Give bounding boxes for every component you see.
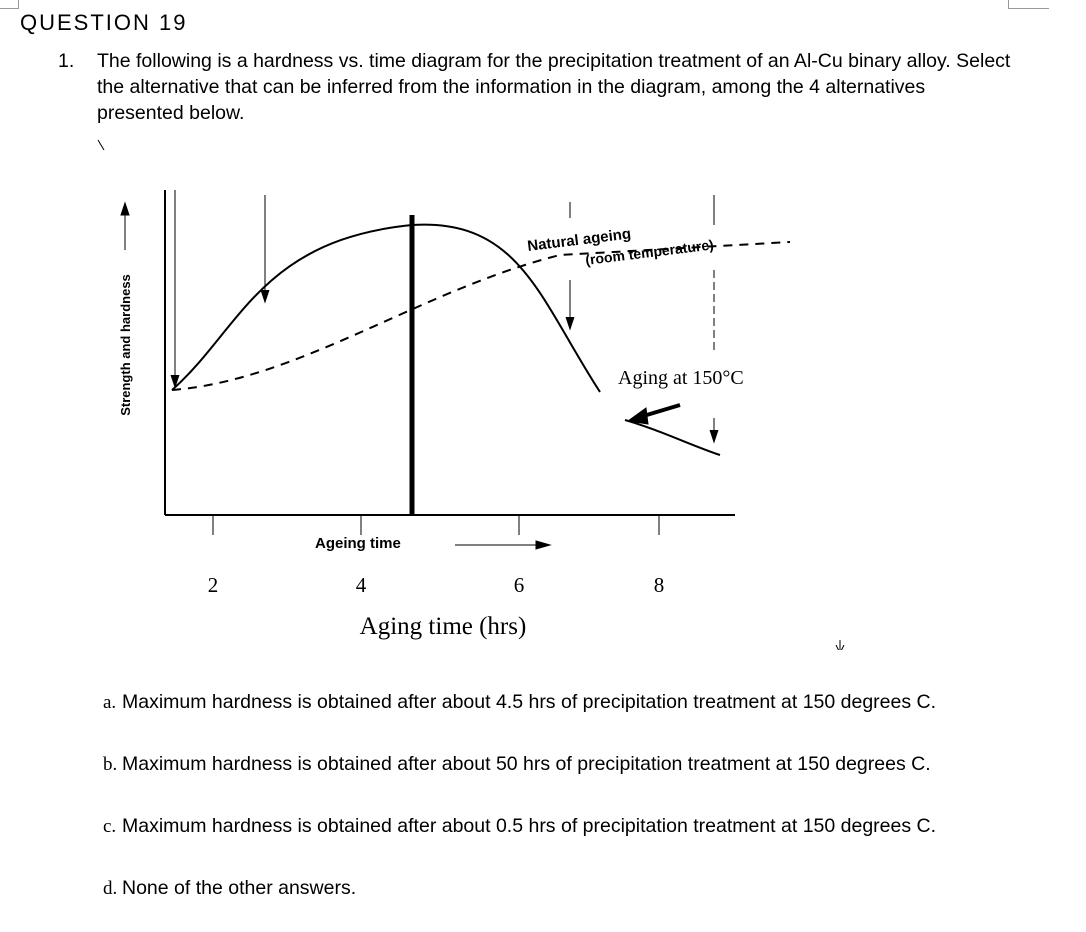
question-number: 1. xyxy=(58,50,75,72)
x-tick-label: 8 xyxy=(654,573,665,597)
x-tick-label: 6 xyxy=(514,573,525,597)
corner-mark xyxy=(1008,0,1049,9)
x-tick-label: 4 xyxy=(356,573,367,597)
diagram: Strength and hardness Natural ageing (ro… xyxy=(97,139,845,650)
y-axis-label: Strength and hardness xyxy=(118,274,133,416)
option-text: Maximum hardness is obtained after about… xyxy=(122,753,931,775)
option-letter: c. xyxy=(103,816,117,837)
question-text: The following is a hardness vs. time dia… xyxy=(97,50,1011,124)
aging-150-label: Aging at 150°C xyxy=(618,367,744,389)
question-title: QUESTION 19 xyxy=(20,10,188,35)
option-letter: b. xyxy=(103,754,118,775)
ageing-time-label: Ageing time xyxy=(315,535,401,552)
option-letter: d. xyxy=(103,878,118,899)
option-letter: a. xyxy=(103,692,117,713)
corner-mark xyxy=(0,0,19,9)
option-text: Maximum hardness is obtained after about… xyxy=(122,815,937,837)
option-text: Maximum hardness is obtained after about… xyxy=(122,691,937,713)
option-text: None of the other answers. xyxy=(122,877,357,899)
label-bg xyxy=(118,250,132,440)
diagram-shapes xyxy=(97,139,845,650)
x-tick-label: 2 xyxy=(208,573,219,597)
x-axis-title: Aging time (hrs) xyxy=(360,613,527,640)
